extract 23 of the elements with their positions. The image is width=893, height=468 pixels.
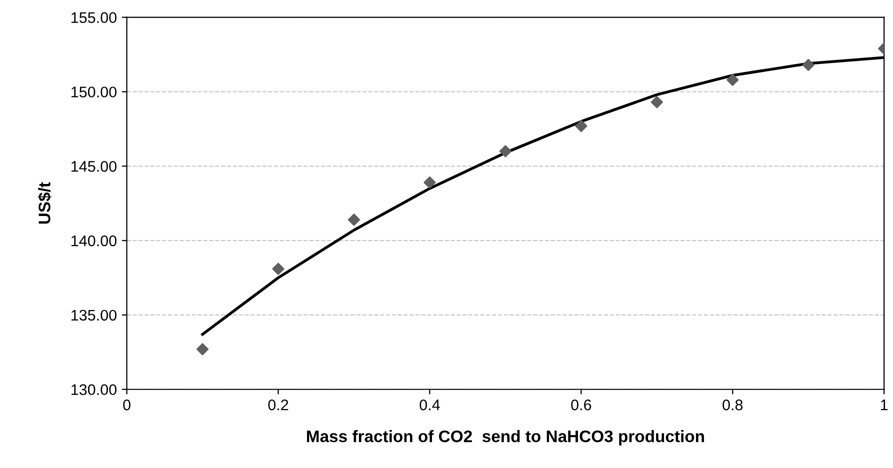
x-tick-label: 0.4 — [420, 400, 440, 410]
point — [802, 58, 814, 72]
point — [348, 214, 360, 226]
x-tick-label: 0.6 — [571, 400, 592, 410]
x-tick-label: 1 — [880, 400, 888, 410]
y-tick-label: 140.00 — [72, 235, 116, 246]
point — [196, 343, 209, 356]
y-tick-label: 130.00 — [72, 384, 116, 396]
point — [272, 262, 284, 275]
x-axis-title: Mass fraction of CO2 send to NaHCO3 production — [307, 430, 704, 446]
x-tick-label: 0.8 — [722, 400, 743, 410]
y-tick-label: 155.00 — [72, 12, 116, 23]
x-tick-label: 0 — [123, 400, 130, 410]
y-axis-title: US$/t — [38, 182, 52, 224]
x-tick-label: 0.2 — [268, 400, 288, 410]
point — [726, 74, 739, 86]
point — [499, 145, 512, 158]
point — [650, 96, 663, 108]
y-tick-label: 150.00 — [72, 86, 116, 98]
point — [575, 120, 588, 132]
point — [424, 176, 436, 189]
y-tick-label: 135.00 — [72, 310, 116, 321]
y-tick-label: 145.00 — [72, 161, 116, 172]
